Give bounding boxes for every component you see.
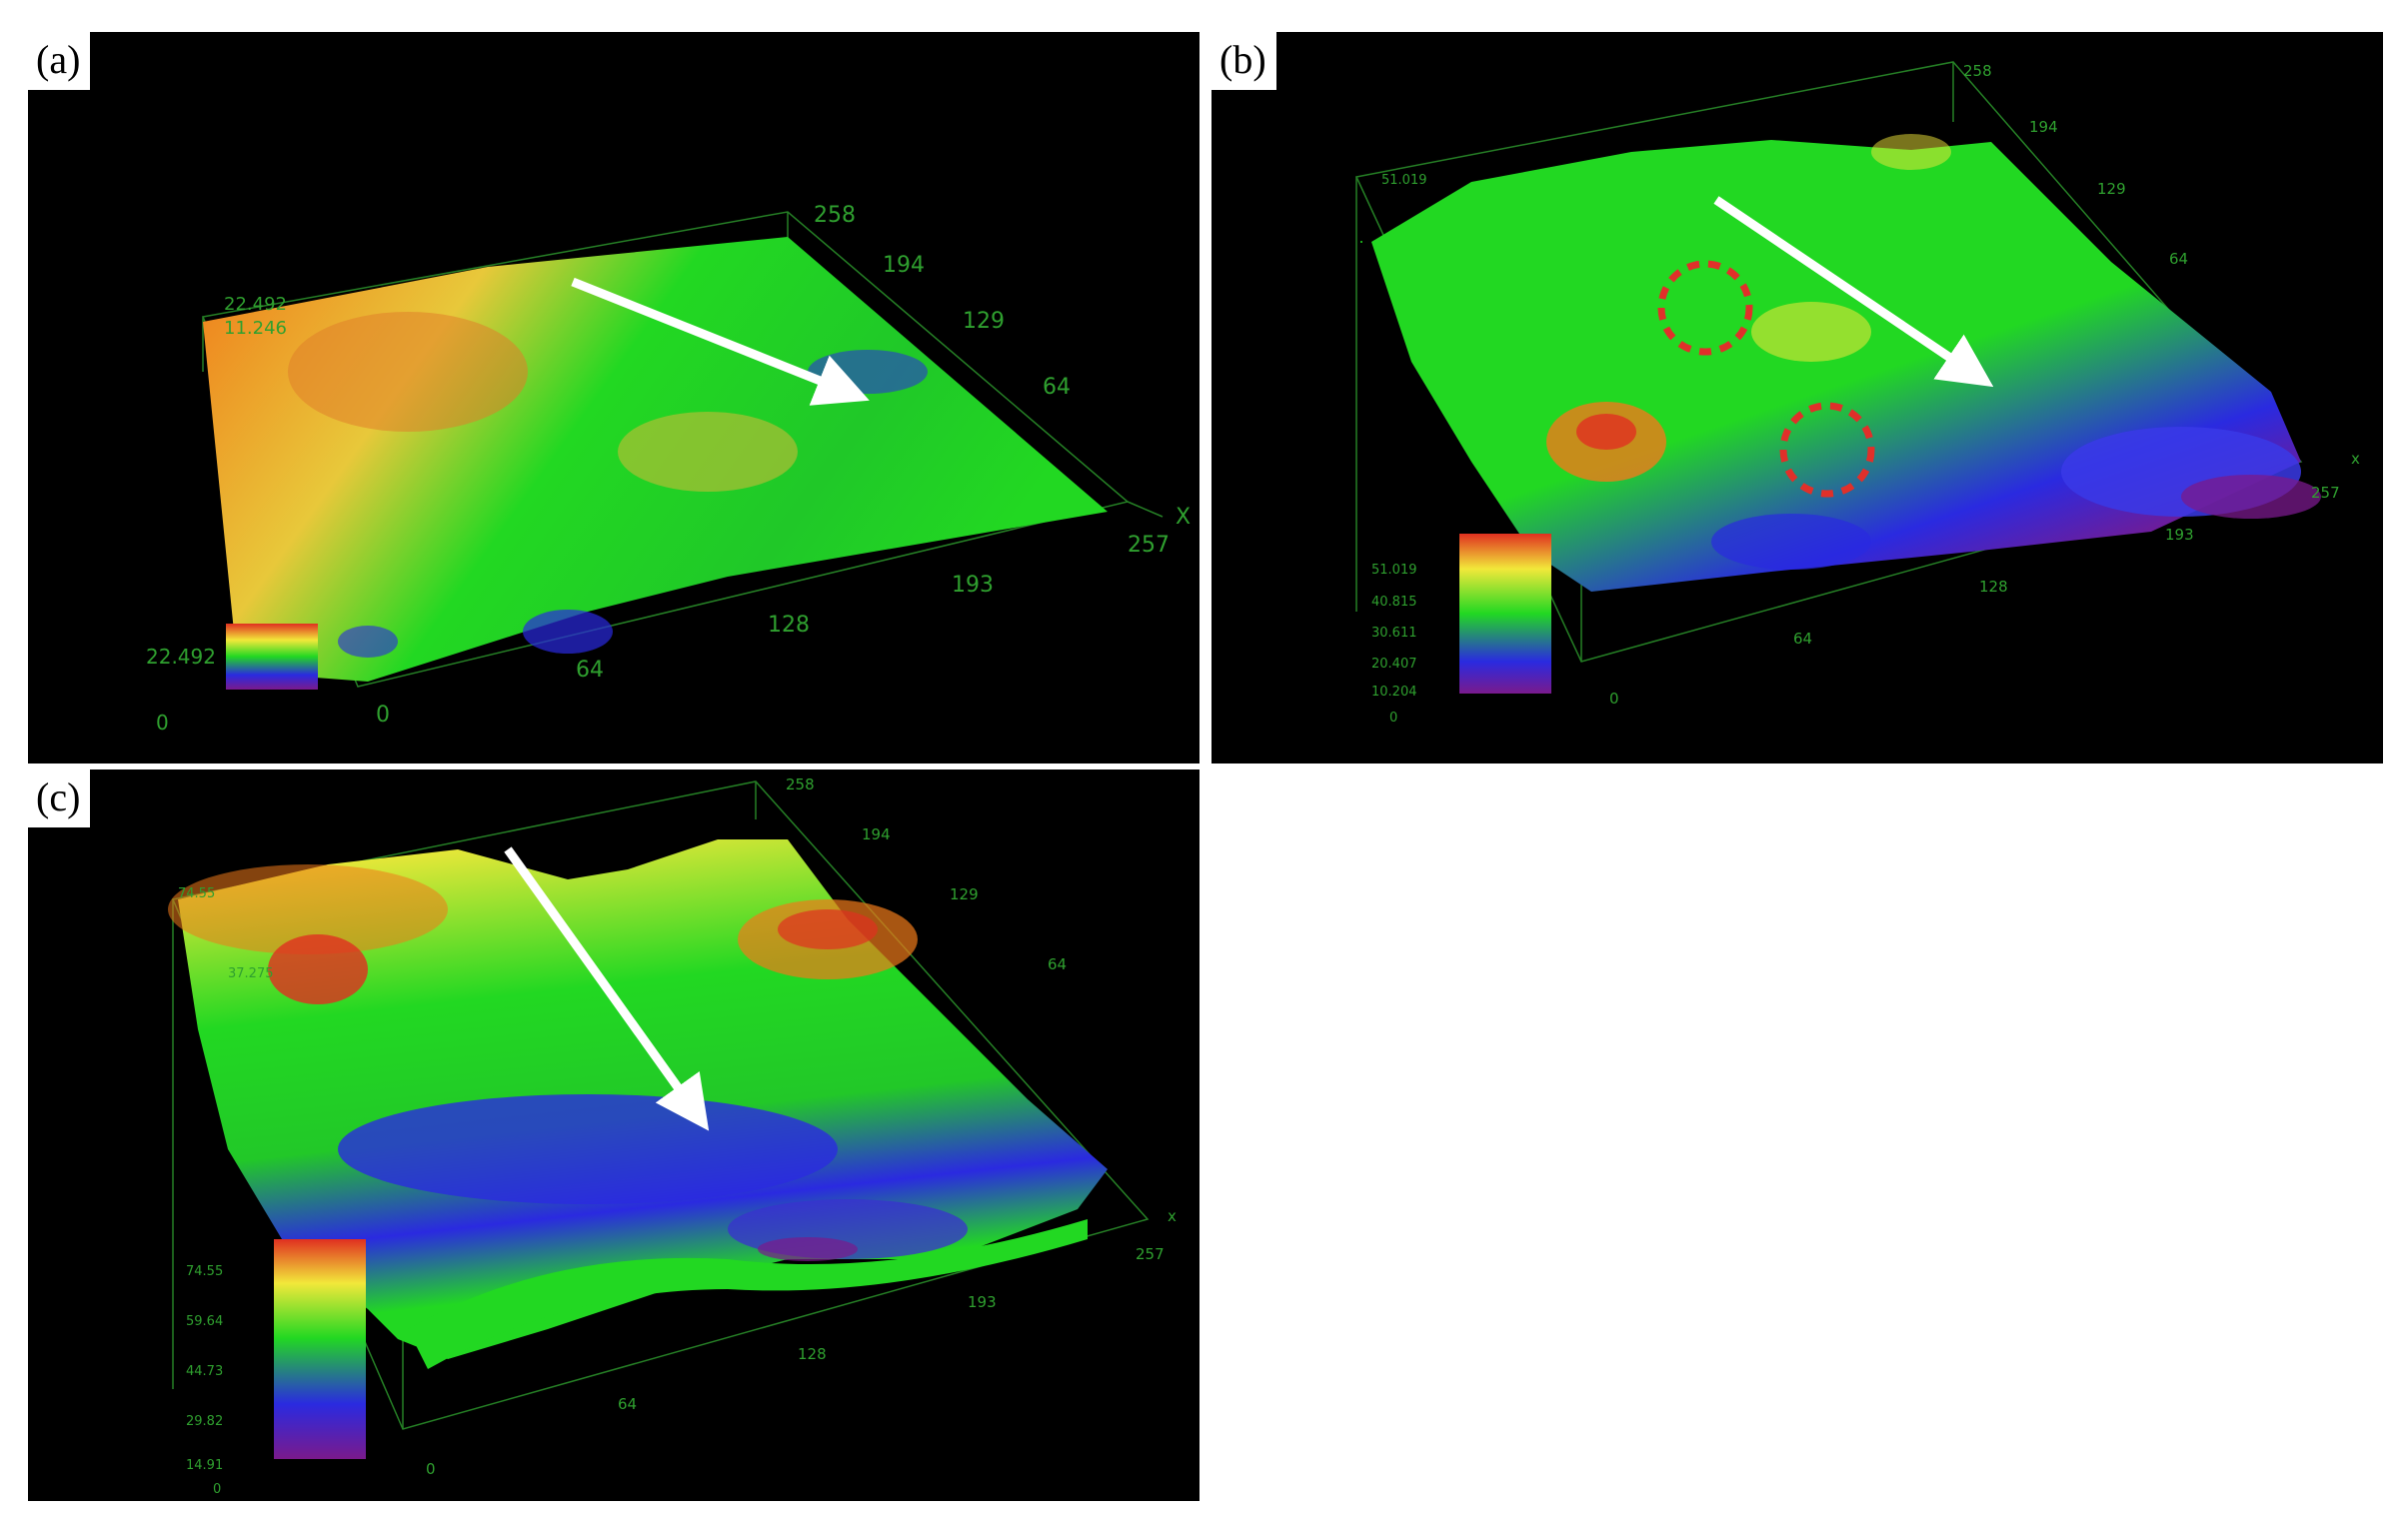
y-tick: 194 [2029, 118, 2058, 136]
direction-arrow [504, 846, 710, 1131]
panel-b: 0 64 128 193 257 x 258 194 129 64 51.019… [1211, 32, 2383, 764]
colorbar-tick: 29.82 [186, 1414, 223, 1429]
colorbar-tick: 59.64 [186, 1314, 223, 1329]
direction-arrow [1713, 196, 1994, 388]
z-label: 22.492 [224, 294, 287, 315]
y-tick: 258 [786, 775, 815, 793]
surface-plot-a: 0 64 128 193 257 X 258 194 129 64 22.492… [146, 203, 1191, 735]
x-axis-letter: x [2351, 450, 2360, 468]
x-tick: 193 [2165, 526, 2194, 544]
panel-label: (c) [28, 769, 91, 827]
z-label: 74.55 [178, 886, 215, 901]
panel-c: 0 64 128 193 257 x 258 194 129 64 74.55 … [28, 769, 1200, 1501]
y-tick: 64 [1048, 955, 1067, 973]
x-axis-letter: X [1176, 505, 1191, 530]
x-tick: 257 [2311, 484, 2340, 502]
colorbar-tick: 51.019 [1371, 563, 1417, 578]
colorbar-tick: 74.55 [186, 1264, 223, 1279]
colorbar-tick: 30.611 [1371, 626, 1417, 641]
colorbar-min-label: 0 [156, 711, 169, 735]
colorbar-min-label: 0 [1389, 711, 1397, 726]
colorbar-tick: 44.73 [186, 1364, 223, 1379]
x-tick: 257 [1136, 1245, 1165, 1263]
x-tick-labels: 0 64 128 193 257 x [426, 1207, 1177, 1478]
x-tick: 64 [576, 658, 604, 683]
y-tick-labels: 258 194 129 64 [786, 775, 1067, 973]
y-tick: 258 [814, 203, 856, 228]
colorbar-tick: 14.91 [186, 1458, 223, 1473]
x-tick: 128 [1979, 578, 2008, 596]
colorbar-min-label: 0 [213, 1482, 221, 1497]
y-tick-labels: 258 194 129 64 [814, 203, 1071, 400]
x-tick: 257 [1128, 533, 1170, 558]
z-axis-labels: 74.55 37.275 [178, 886, 274, 981]
x-tick: 0 [426, 1460, 436, 1478]
colorbar-tick: 20.407 [1371, 657, 1417, 672]
y-tick: 64 [2169, 250, 2188, 268]
z-label: 37.275 [228, 966, 274, 981]
y-tick: 129 [950, 885, 979, 903]
colorbar-tick: 10.204 [1371, 685, 1417, 700]
y-tick: 258 [1963, 62, 1992, 80]
x-tick: 0 [376, 703, 390, 728]
surface-plot-b: 0 64 128 193 257 x 258 194 129 64 51.019… [1354, 61, 2360, 726]
x-tick-labels: 0 64 128 193 257 x [1609, 450, 2360, 708]
x-tick: 193 [968, 1293, 997, 1311]
colorbar [1459, 534, 1551, 694]
z-label: 11.246 [224, 318, 287, 339]
direction-arrow [571, 277, 870, 406]
panel-label: (b) [1211, 32, 1276, 90]
x-tick: 128 [768, 613, 810, 638]
z-label: 51.019 [1381, 173, 1427, 188]
x-axis-letter: x [1168, 1207, 1177, 1225]
y-tick: 194 [883, 253, 925, 278]
x-tick: 193 [952, 573, 994, 598]
colorbar-ticks: 51.019 40.815 30.611 20.407 10.204 0 [1371, 563, 1417, 726]
colorbar [274, 1239, 366, 1459]
x-tick: 0 [1609, 690, 1619, 708]
z-axis-labels: 51.019 [1381, 173, 1427, 188]
y-tick: 129 [963, 309, 1005, 334]
x-tick: 128 [798, 1345, 827, 1363]
z-axis-labels: 22.492 11.246 [224, 294, 287, 339]
defect-circle-marker [1779, 402, 1875, 498]
y-tick: 194 [862, 825, 891, 843]
colorbar-tick: 40.815 [1371, 595, 1417, 610]
defect-circle-marker [1657, 260, 1753, 356]
y-tick: 129 [2097, 180, 2126, 198]
x-tick: 64 [1793, 630, 1812, 648]
x-tick: 64 [618, 1395, 637, 1413]
panel-a: 0 64 128 193 257 X 258 194 129 64 22.492… [28, 32, 1200, 764]
surface-plot-c: 0 64 128 193 257 x 258 194 129 64 74.55 … [168, 775, 1177, 1497]
y-tick-labels: 258 194 129 64 [1963, 62, 2188, 268]
colorbar [226, 624, 318, 690]
y-tick: 64 [1043, 375, 1071, 400]
panel-label: (a) [28, 32, 91, 90]
x-tick-labels: 0 64 128 193 257 X [376, 505, 1191, 728]
colorbar-max-label: 22.492 [146, 645, 216, 669]
colorbar-ticks: 74.55 59.64 44.73 29.82 14.91 0 [186, 1264, 223, 1497]
